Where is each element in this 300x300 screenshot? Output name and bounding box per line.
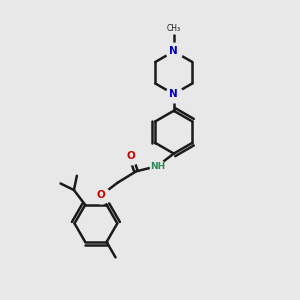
Text: O: O	[126, 151, 135, 161]
Text: O: O	[97, 190, 106, 200]
Text: CH₃: CH₃	[167, 25, 181, 34]
Text: N: N	[169, 46, 178, 56]
Text: NH: NH	[150, 161, 165, 170]
Text: N: N	[169, 89, 178, 99]
